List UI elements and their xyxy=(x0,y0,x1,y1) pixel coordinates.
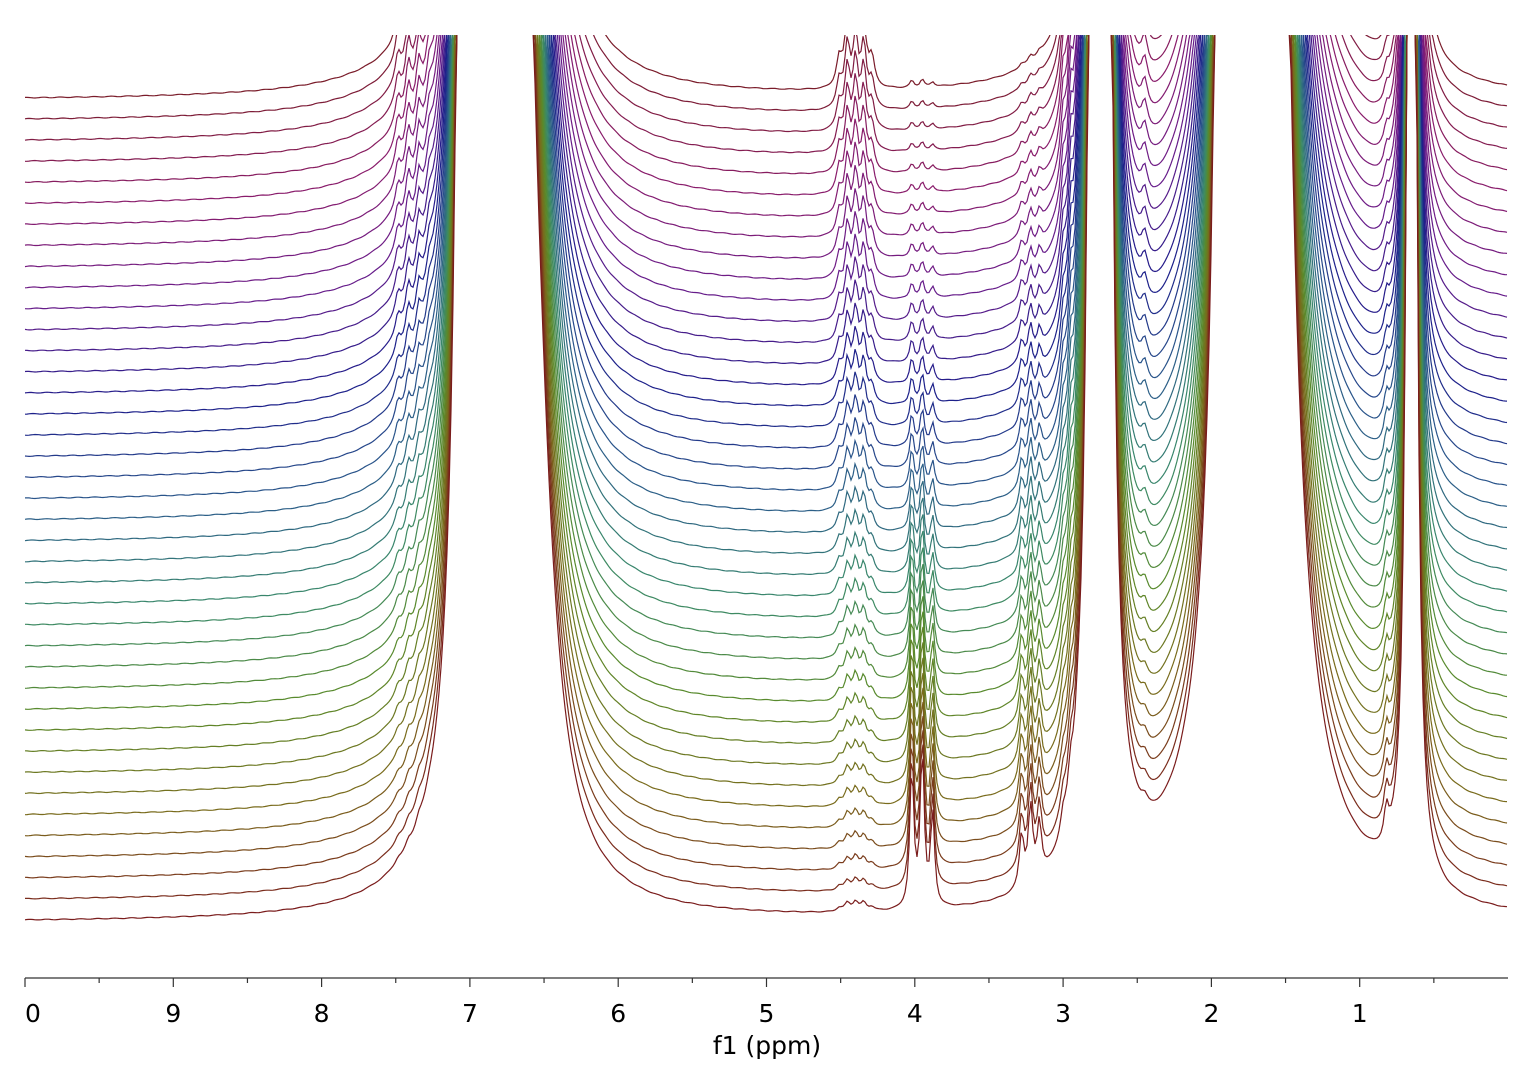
tick-label: 8 xyxy=(314,999,330,1028)
spectrum-trace xyxy=(24,35,1508,352)
spectrum-trace xyxy=(24,35,1508,521)
spectrum-trace xyxy=(24,35,1508,773)
spectrum-trace xyxy=(24,35,1508,647)
spectrum-trace xyxy=(24,35,1508,247)
spectrum-trace xyxy=(24,35,1508,331)
spectrum-trace xyxy=(24,35,1508,542)
spectrum-trace xyxy=(24,35,1508,415)
tick-label: 9 xyxy=(165,999,181,1028)
tick-label: 5 xyxy=(759,999,775,1028)
x-axis-ticks xyxy=(24,978,1435,987)
spectrum-trace xyxy=(24,35,1508,921)
spectrum-trace xyxy=(24,35,1508,900)
spectrum-trace xyxy=(24,35,1508,436)
spectrum-trace xyxy=(24,35,1508,373)
spectrum-trace xyxy=(25,35,1508,626)
spectrum-trace xyxy=(24,35,1508,268)
tick-label: 4 xyxy=(907,999,923,1028)
spectrum-trace xyxy=(25,35,1508,225)
spectrum-trace xyxy=(24,35,1508,731)
spectrum-trace xyxy=(24,35,1508,710)
spectrum-trace xyxy=(24,35,1508,120)
spectra-group xyxy=(24,35,1508,921)
spectrum-trace xyxy=(24,35,1508,816)
spectrum-trace xyxy=(24,35,1508,689)
spectrum-trace xyxy=(24,35,1508,184)
spectrum-trace xyxy=(24,35,1508,858)
spectrum-trace xyxy=(24,35,1508,837)
spectrum-trace xyxy=(25,35,1508,162)
tick-label: 6 xyxy=(610,999,626,1028)
spectrum-trace xyxy=(24,35,1508,458)
x-axis-tick-labels: 0 9 8 7 6 5 4 3 2 1 xyxy=(25,999,1368,1028)
spectrum-trace xyxy=(24,35,1508,141)
spectrum-trace xyxy=(24,35,1508,394)
spectrum-trace xyxy=(24,35,1508,879)
tick-label: 1 xyxy=(1352,999,1368,1028)
spectrum-trace xyxy=(24,35,1508,310)
spectrum-trace xyxy=(24,35,1508,289)
spectrum-trace xyxy=(24,35,1508,795)
spectrum-trace xyxy=(24,35,1508,753)
spectrum-trace xyxy=(24,35,1508,500)
tick-label: 0 xyxy=(25,999,41,1028)
spectrum-trace xyxy=(24,35,1508,205)
spectrum-trace xyxy=(24,35,1508,668)
tick-label: 2 xyxy=(1203,999,1219,1028)
x-axis-title: f1 (ppm) xyxy=(713,1031,821,1060)
tick-label: 7 xyxy=(462,999,478,1028)
spectrum-trace xyxy=(25,35,1508,99)
tick-label: 3 xyxy=(1055,999,1071,1028)
spectrum-trace xyxy=(24,35,1508,584)
spectrum-trace xyxy=(24,35,1508,605)
spectrum-trace xyxy=(24,35,1508,478)
spectrum-trace xyxy=(25,35,1508,563)
